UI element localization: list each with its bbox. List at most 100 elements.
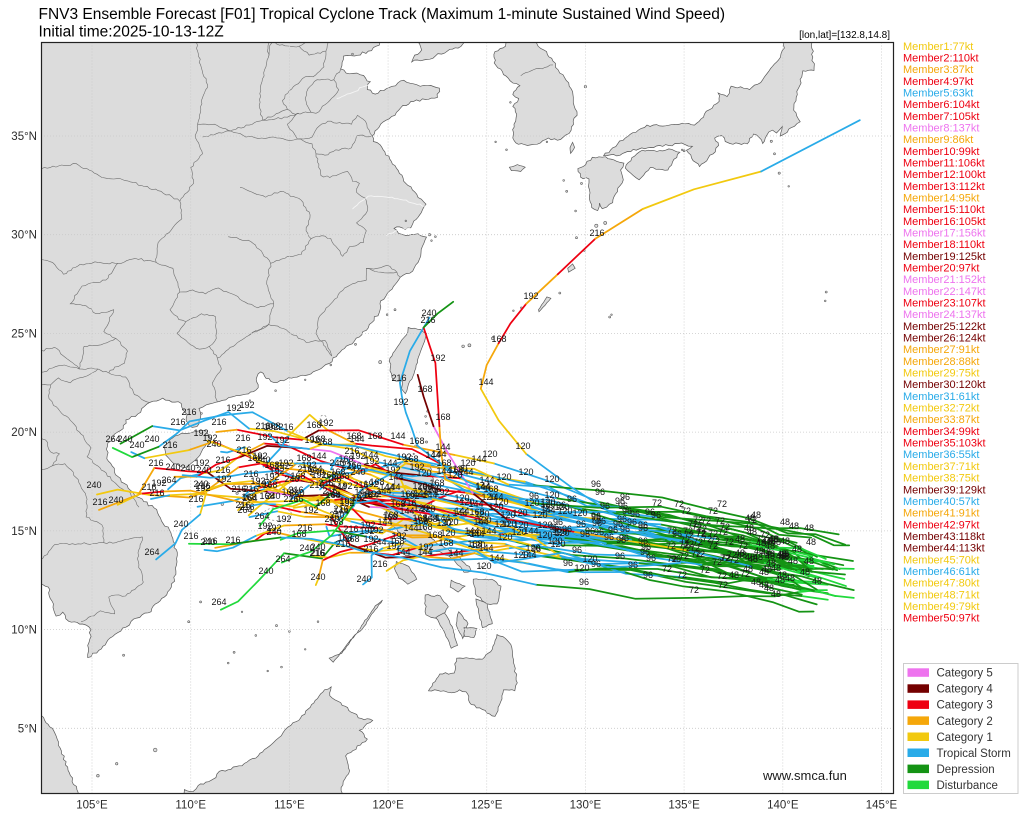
- svg-text:168: 168: [241, 492, 256, 502]
- svg-text:96: 96: [617, 514, 627, 524]
- svg-text:72: 72: [708, 541, 718, 551]
- svg-text:72: 72: [696, 529, 706, 539]
- svg-text:144: 144: [523, 526, 538, 536]
- svg-text:96: 96: [572, 545, 582, 555]
- svg-text:72: 72: [756, 534, 766, 544]
- svg-text:96: 96: [563, 558, 573, 568]
- svg-text:72: 72: [697, 524, 707, 534]
- svg-text:Member41:91kt: Member41:91kt: [903, 508, 979, 520]
- svg-text:96: 96: [596, 516, 606, 526]
- svg-text:96: 96: [543, 503, 553, 513]
- svg-text:48: 48: [779, 549, 789, 559]
- svg-text:72: 72: [718, 527, 728, 537]
- svg-text:Member40:57kt: Member40:57kt: [903, 496, 979, 508]
- svg-text:144: 144: [469, 529, 484, 539]
- svg-text:72: 72: [727, 550, 737, 560]
- svg-text:168: 168: [448, 465, 463, 475]
- svg-text:168: 168: [417, 522, 432, 532]
- svg-text:120: 120: [554, 502, 569, 512]
- svg-text:192: 192: [226, 403, 241, 413]
- svg-text:96: 96: [580, 529, 590, 539]
- svg-text:216: 216: [225, 535, 240, 545]
- svg-text:144: 144: [422, 486, 437, 496]
- svg-text:168: 168: [281, 487, 296, 497]
- svg-text:192: 192: [359, 526, 374, 536]
- svg-text:120: 120: [412, 481, 427, 491]
- svg-text:96: 96: [627, 517, 637, 527]
- svg-text:72: 72: [692, 522, 702, 532]
- svg-text:120: 120: [482, 449, 497, 459]
- svg-text:144: 144: [471, 454, 486, 464]
- svg-text:120: 120: [537, 530, 552, 540]
- svg-text:216: 216: [162, 440, 177, 450]
- svg-text:192: 192: [393, 397, 408, 407]
- svg-text:Member45:70kt: Member45:70kt: [903, 554, 979, 566]
- svg-text:145°E: 145°E: [866, 800, 898, 812]
- svg-text:216: 216: [235, 433, 250, 443]
- svg-text:Member46:61kt: Member46:61kt: [903, 566, 979, 578]
- svg-text:96: 96: [616, 535, 626, 545]
- svg-text:168: 168: [315, 498, 330, 508]
- svg-text:48: 48: [777, 549, 787, 559]
- svg-text:Member25:122kt: Member25:122kt: [903, 321, 986, 333]
- svg-text:168: 168: [330, 467, 345, 477]
- svg-text:Member6:104kt: Member6:104kt: [903, 99, 979, 111]
- svg-text:216: 216: [372, 559, 387, 569]
- svg-text:192: 192: [278, 458, 293, 468]
- svg-text:48: 48: [762, 564, 772, 574]
- svg-text:Member20:97kt: Member20:97kt: [903, 263, 979, 275]
- svg-text:144: 144: [540, 505, 555, 515]
- svg-text:48: 48: [771, 537, 781, 547]
- svg-text:72: 72: [715, 516, 725, 526]
- svg-text:48: 48: [766, 558, 776, 568]
- svg-text:144: 144: [435, 513, 450, 523]
- svg-text:192: 192: [337, 481, 352, 491]
- svg-text:192: 192: [366, 489, 381, 499]
- svg-text:240: 240: [173, 519, 188, 529]
- svg-text:144: 144: [331, 482, 346, 492]
- svg-text:72: 72: [684, 539, 694, 549]
- svg-text:240: 240: [180, 463, 195, 473]
- svg-text:72: 72: [652, 498, 662, 508]
- svg-text:48: 48: [761, 547, 771, 557]
- svg-text:168: 168: [296, 453, 311, 463]
- svg-text:72: 72: [747, 515, 757, 525]
- svg-text:48: 48: [765, 551, 775, 561]
- svg-text:192: 192: [276, 514, 291, 524]
- svg-text:168: 168: [427, 530, 442, 540]
- svg-text:168: 168: [262, 480, 277, 490]
- svg-text:144: 144: [403, 523, 418, 533]
- svg-text:72: 72: [717, 571, 727, 581]
- svg-text:240: 240: [266, 527, 281, 537]
- svg-text:144: 144: [382, 458, 397, 468]
- svg-text:20°N: 20°N: [11, 427, 37, 439]
- svg-text:216: 216: [183, 531, 198, 541]
- svg-text:144: 144: [479, 475, 494, 485]
- svg-text:120: 120: [493, 497, 508, 507]
- svg-text:192: 192: [351, 493, 366, 503]
- svg-text:120: 120: [454, 493, 469, 503]
- svg-text:168: 168: [390, 499, 405, 509]
- svg-text:192: 192: [339, 496, 354, 506]
- svg-text:192: 192: [523, 291, 538, 301]
- svg-text:144: 144: [371, 537, 386, 547]
- svg-text:192: 192: [257, 432, 272, 442]
- svg-text:168: 168: [413, 516, 428, 526]
- svg-text:192: 192: [263, 422, 278, 432]
- svg-text:216: 216: [344, 446, 359, 456]
- svg-text:240: 240: [165, 462, 180, 472]
- svg-text:120: 120: [582, 554, 597, 564]
- svg-text:Member2:110kt: Member2:110kt: [903, 53, 979, 65]
- svg-text:48: 48: [777, 570, 787, 580]
- svg-text:192: 192: [264, 472, 279, 482]
- svg-text:48: 48: [777, 549, 787, 559]
- svg-text:Member26:124kt: Member26:124kt: [903, 333, 986, 345]
- svg-text:168: 168: [389, 536, 404, 546]
- svg-text:168: 168: [337, 533, 352, 543]
- svg-text:120: 120: [511, 527, 526, 537]
- svg-text:216: 216: [243, 469, 258, 479]
- svg-text:Member9:86kt: Member9:86kt: [903, 134, 973, 146]
- svg-text:96: 96: [640, 547, 650, 557]
- svg-text:168: 168: [291, 529, 306, 539]
- svg-text:192: 192: [304, 435, 319, 445]
